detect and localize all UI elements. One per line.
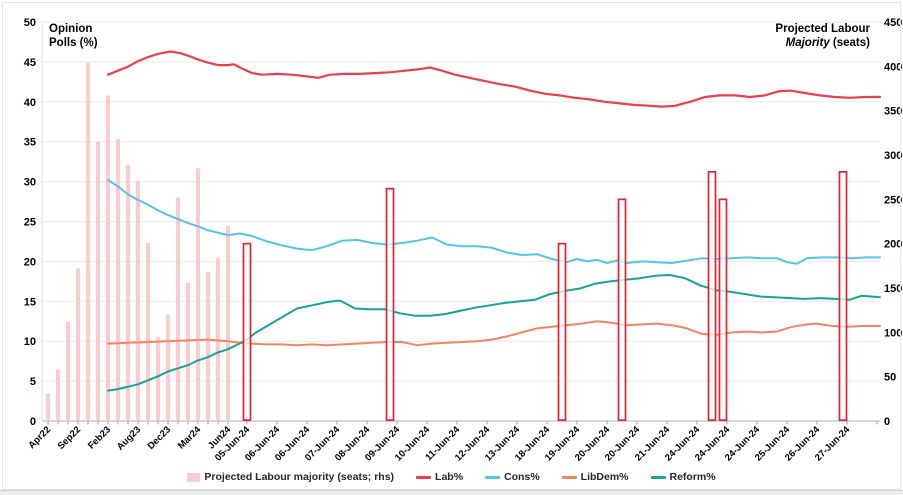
legend-label: Projected Labour majority (seats; rhs) (204, 471, 395, 483)
mrp-majority-bar (557, 242, 567, 422)
right-axis-tick-label: 400 (884, 61, 902, 73)
right-axis-title: Projected Labour Majority (seats) (775, 22, 870, 50)
left-axis-tick-label: 40 (24, 97, 36, 109)
x-tick-label: Mar24 (176, 424, 204, 452)
projected-majority-bar (125, 164, 131, 421)
libdem-line-swatch (561, 475, 577, 479)
projected-majority-bar (155, 336, 161, 421)
right-axis-title-rest: (seats) (829, 37, 870, 49)
left-axis-tick-label: 25 (24, 217, 36, 229)
left-axis-tick-label: 5 (30, 376, 36, 388)
right-axis-tick-label: 100 (884, 327, 902, 339)
right-axis-tick-label: 450 (884, 17, 902, 29)
projected-majority-bar (175, 197, 181, 421)
x-tick-label: Dec23 (146, 424, 174, 452)
cons-line-swatch (485, 475, 501, 479)
right-axis-tick-label: 200 (884, 239, 902, 251)
projected-majority-bar (225, 225, 231, 421)
left-axis-tick-label: 15 (24, 296, 36, 308)
left-axis-title-line2: Polls (%) (49, 37, 98, 49)
mrp-majority-bar (617, 198, 627, 422)
projected-majority-bar (145, 242, 151, 421)
reform-line (107, 274, 881, 392)
majority-bar-swatch (187, 472, 201, 482)
projected-majority-bar (85, 62, 91, 421)
legend-item-cons: Cons% (485, 471, 540, 483)
projected-majority-bar (105, 95, 111, 422)
right-axis-tick-label: 300 (884, 150, 902, 162)
projected-majority-bar (165, 314, 171, 421)
projected-majority-bar (115, 139, 121, 422)
left-axis-tick-label: 20 (24, 256, 36, 268)
projected-majority-bar (195, 168, 201, 421)
right-axis-tick-label: 150 (884, 283, 902, 295)
legend-label: Cons% (504, 471, 540, 483)
legend-label: Reform% (669, 471, 716, 483)
mrp-majority-bar (242, 242, 252, 422)
libdem-line (107, 320, 881, 347)
right-axis-tick-label: 50 (884, 372, 896, 384)
x-tick-label: Feb23 (86, 424, 113, 451)
mrp-majority-bar (838, 170, 848, 422)
legend-item-reform: Reform% (650, 471, 716, 483)
panel-bottom-strip (0, 490, 903, 495)
legend-item-libdem: LibDem% (561, 471, 629, 483)
x-tick-label: Aug23 (115, 424, 143, 452)
x-tick-label: Apr22 (26, 424, 53, 451)
right-axis-title-line2: Majority (seats) (775, 36, 870, 50)
lab-line-swatch (416, 475, 432, 479)
mrp-majority-bar (707, 170, 717, 422)
mrp-majority-bar (385, 187, 395, 422)
left-axis-tick-label: 35 (24, 137, 36, 149)
cons-line (107, 179, 881, 265)
projected-majority-bar (75, 268, 81, 421)
left-axis-title: Opinion Polls (%) (49, 22, 98, 50)
right-axis-title-line1: Projected Labour (775, 23, 870, 35)
left-axis-tick-label: 30 (24, 177, 36, 189)
projected-majority-bar (55, 369, 61, 421)
projected-majority-bar (95, 141, 101, 421)
legend: Projected Labour majority (seats; rhs) L… (0, 471, 903, 483)
legend-item-projected-majority: Projected Labour majority (seats; rhs) (187, 471, 394, 483)
left-axis-tick-label: 50 (24, 17, 36, 29)
right-axis-title-italic: Majority (785, 37, 830, 49)
left-axis-tick-label: 10 (24, 336, 36, 348)
reform-line-swatch (650, 475, 666, 479)
projected-majority-bar (45, 393, 51, 421)
lab-line (106, 50, 882, 108)
projected-majority-bar (205, 272, 211, 421)
projected-majority-bar (65, 321, 71, 421)
projected-majority-bar (185, 282, 191, 421)
right-axis-tick-label: 350 (884, 106, 902, 118)
left-axis-tick-label: 45 (24, 57, 36, 69)
right-axis-tick-label: 0 (884, 416, 890, 428)
left-axis-tick-label: 0 (30, 416, 36, 428)
legend-item-lab: Lab% (416, 471, 463, 483)
left-axis-title-line1: Opinion (49, 23, 93, 35)
legend-label: Lab% (435, 471, 464, 483)
mrp-majority-bar (718, 198, 728, 422)
projected-majority-bar (135, 180, 141, 421)
x-tick-label: Sep22 (56, 424, 84, 452)
right-axis-tick-label: 250 (884, 194, 902, 206)
legend-label: LibDem% (580, 471, 629, 483)
